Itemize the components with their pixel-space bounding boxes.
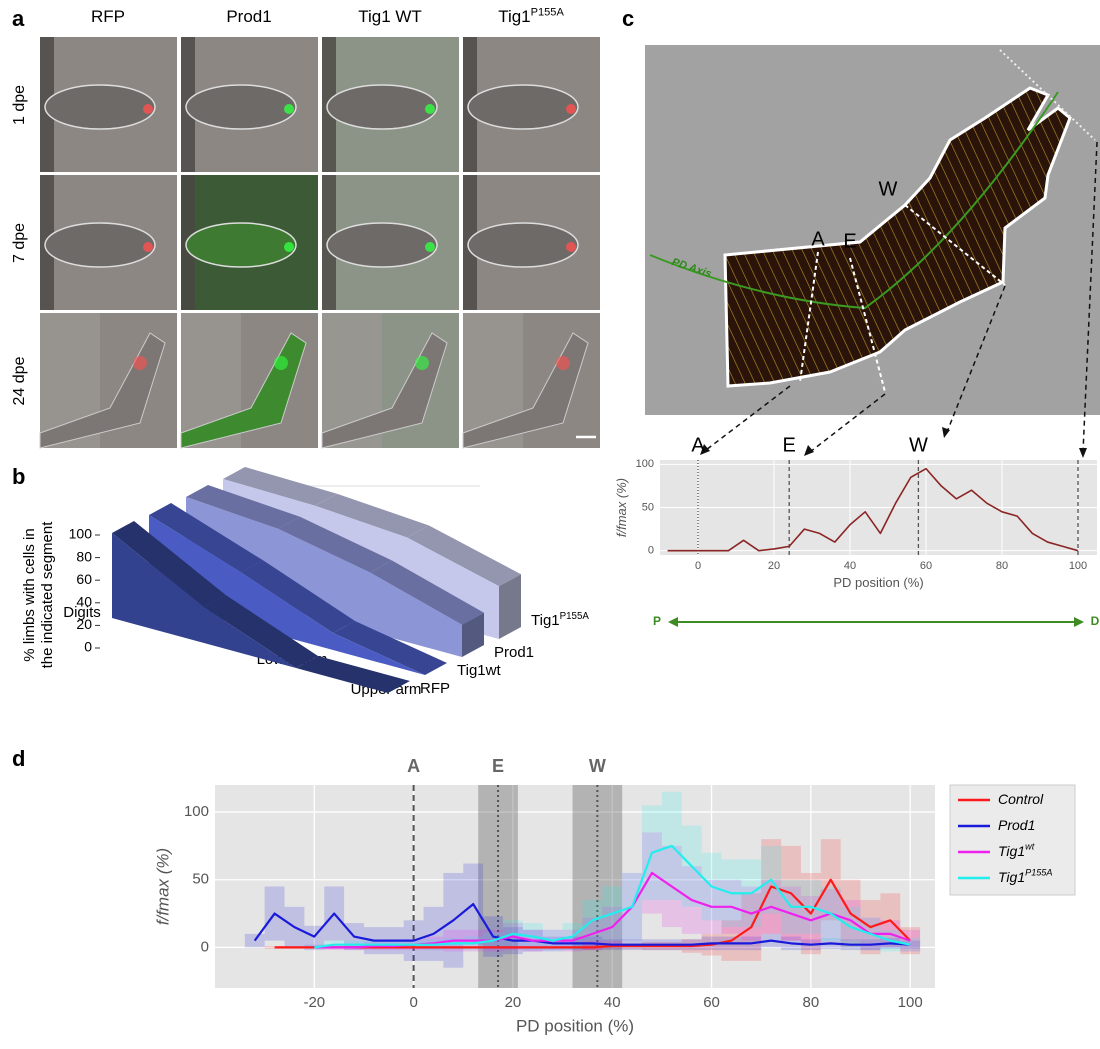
pd-end: D <box>1091 614 1100 628</box>
figure: a b c d A E W PD Axis P D RFPProd1Tig1 W… <box>0 0 1100 1044</box>
y-tick-label: 0 <box>84 639 92 655</box>
micrograph-signal <box>284 104 294 114</box>
micrograph-limb <box>45 223 155 267</box>
x-tick-label: 80 <box>996 560 1008 572</box>
x-axis-label: PD position (%) <box>833 575 923 590</box>
column-label: Prod1 <box>226 7 271 26</box>
legend-label-main: Tig1 <box>531 612 560 629</box>
micrograph-limb <box>327 223 437 267</box>
legend-label-main: Prod1 <box>494 644 534 661</box>
micrograph-limb <box>186 85 296 129</box>
legend-label: Prod1 <box>494 644 534 661</box>
y-axis-label: f/fmax (%) <box>153 848 172 925</box>
legend-label-main: RFP <box>420 680 450 697</box>
x-tick-label: 100 <box>898 994 923 1011</box>
pd-start: P <box>653 614 661 628</box>
panel-label: d <box>12 746 25 771</box>
y-tick-label: 0 <box>648 545 654 557</box>
micrograph-signal <box>556 356 570 370</box>
segment-label: E <box>843 230 856 252</box>
x-tick-label: 20 <box>768 560 780 572</box>
micrograph-signal <box>274 356 288 370</box>
micrograph-signal <box>415 356 429 370</box>
segment-label: A <box>691 434 705 456</box>
arrow-heads <box>700 427 1087 458</box>
x-tick-label: 40 <box>604 994 621 1011</box>
x-tick-label: 60 <box>703 994 720 1011</box>
column-label-main: RFP <box>91 7 125 26</box>
x-tick-label: 0 <box>695 560 701 572</box>
row-label: 7 dpe <box>11 223 28 263</box>
y-tick-label: 100 <box>69 526 93 542</box>
y-tick-label: 60 <box>76 571 92 587</box>
y-tick-label: 50 <box>642 501 654 513</box>
segment-label: W <box>909 434 928 456</box>
micrograph-limb <box>468 223 578 267</box>
x-tick-label: 80 <box>803 994 820 1011</box>
micrograph-limb <box>468 85 578 129</box>
legend-label-superscript: wt <box>1025 842 1035 852</box>
x-tick-label: 40 <box>844 560 856 572</box>
segment-label: A <box>811 228 825 250</box>
legend-label: Control <box>998 791 1044 807</box>
legend-label: Tig1wt <box>457 662 501 679</box>
y-axis-label: % limbs with cells in <box>21 528 38 661</box>
micrograph-limb <box>327 85 437 129</box>
micrograph-signal <box>133 356 147 370</box>
legend-label: Tig1P155A <box>531 611 589 629</box>
x-tick-label: 100 <box>1069 560 1087 572</box>
micrograph-signal <box>143 104 153 114</box>
column-label-superscript: P155A <box>531 6 565 18</box>
micrograph-signal <box>425 104 435 114</box>
legend-label-superscript: P155A <box>1025 868 1052 878</box>
column-label-main: Tig1 WT <box>358 7 422 26</box>
y-tick-label: 0 <box>201 938 209 955</box>
legend-label-main: Tig1 <box>998 843 1025 859</box>
column-label-main: Prod1 <box>226 7 271 26</box>
x-tick-label: -20 <box>303 994 325 1011</box>
micrograph-signal <box>284 242 294 252</box>
column-label-main: Tig1 <box>498 7 530 26</box>
segment-label: E <box>783 434 796 456</box>
x-tick-label: Digits <box>63 604 101 621</box>
panel-label: a <box>12 6 25 31</box>
micrograph-signal <box>566 104 576 114</box>
y-tick-label: 100 <box>636 458 654 470</box>
x-tick-label: 20 <box>505 994 522 1011</box>
column-label: RFP <box>91 7 125 26</box>
legend-label-main: Prod1 <box>998 817 1035 833</box>
y-axis-label: the indicated segment <box>39 521 56 669</box>
segment-label: W <box>879 178 898 200</box>
micrograph-signal <box>566 242 576 252</box>
x-axis-label: PD position (%) <box>516 1016 634 1035</box>
panel-label: b <box>12 464 25 489</box>
column-label: Tig1 WT <box>358 7 422 26</box>
micrograph-signal <box>143 242 153 252</box>
y-axis-label: f/fmax (%) <box>614 478 629 537</box>
legend-label: RFP <box>420 680 450 697</box>
panel-label: c <box>622 6 634 31</box>
row-label: 1 dpe <box>11 85 28 125</box>
y-tick-label: 80 <box>76 548 92 564</box>
x-tick-label: 60 <box>920 560 932 572</box>
y-tick-label: 50 <box>192 871 209 888</box>
micrograph-limb <box>45 85 155 129</box>
legend-label: Prod1 <box>998 817 1035 833</box>
micrograph-limb <box>186 223 296 267</box>
row-label: 24 dpe <box>11 356 28 405</box>
y-tick-label: 100 <box>184 803 209 820</box>
legend-label-main: Control <box>998 791 1044 807</box>
segment-label: W <box>589 756 606 776</box>
segment-label: E <box>492 756 504 776</box>
segment-label: A <box>407 756 420 776</box>
legend-label-main: Tig1 <box>998 869 1025 885</box>
x-tick-label: 0 <box>409 994 417 1011</box>
legend-label-main: Tig1wt <box>457 662 501 679</box>
legend-label-superscript: P155A <box>560 611 590 622</box>
column-label: Tig1P155A <box>498 6 564 26</box>
micrograph-signal <box>425 242 435 252</box>
